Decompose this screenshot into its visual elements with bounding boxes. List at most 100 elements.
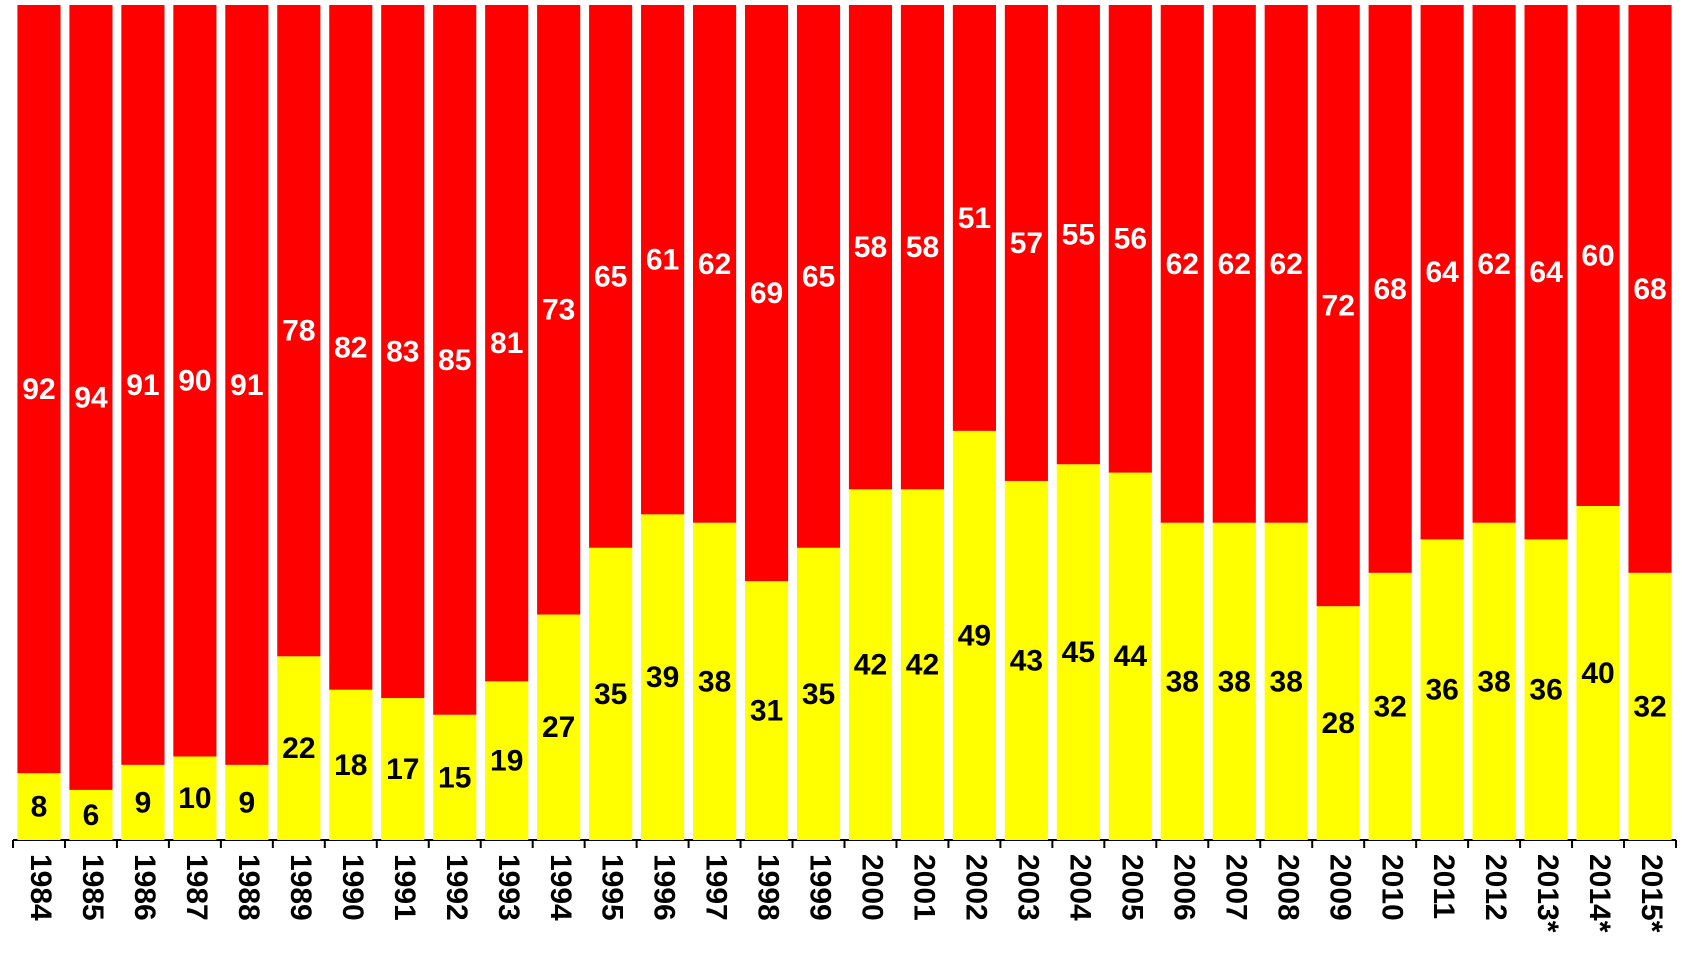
bar-segment xyxy=(693,522,737,840)
x-tick-label: 1992 xyxy=(440,854,473,921)
x-tick-label: 1987 xyxy=(180,854,213,921)
data-label: 45 xyxy=(1062,636,1095,669)
data-label: 36 xyxy=(1425,674,1458,707)
x-tick-label: 1994 xyxy=(544,854,577,921)
bar-segment xyxy=(589,547,633,840)
data-label: 6 xyxy=(83,799,100,832)
data-label: 8 xyxy=(31,791,48,824)
bar-segment xyxy=(173,5,217,757)
bar-segment xyxy=(225,764,269,840)
data-label: 18 xyxy=(334,749,367,782)
data-label: 36 xyxy=(1529,674,1562,707)
x-tick-label: 2001 xyxy=(908,854,941,921)
bar-segment xyxy=(121,5,165,765)
data-label: 73 xyxy=(542,294,575,327)
bar-segment xyxy=(173,756,217,840)
data-label: 65 xyxy=(802,260,835,293)
data-label: 17 xyxy=(386,753,419,786)
data-label: 61 xyxy=(646,244,679,277)
bar-segment xyxy=(900,5,945,490)
x-tick-label: 2012 xyxy=(1479,854,1512,921)
x-tick-label: 1990 xyxy=(336,854,369,921)
data-label: 58 xyxy=(906,231,939,264)
data-label: 9 xyxy=(135,786,152,819)
bar-segment xyxy=(1056,5,1100,465)
data-label: 55 xyxy=(1062,219,1095,252)
data-label: 51 xyxy=(958,202,991,235)
x-tick-label: 1985 xyxy=(76,854,109,921)
data-label: 27 xyxy=(542,711,575,744)
x-tick-label: 1997 xyxy=(700,854,733,921)
bar-segment xyxy=(1420,5,1464,540)
bar-segment xyxy=(329,689,373,840)
bar-segment xyxy=(69,789,113,840)
data-label: 35 xyxy=(594,678,627,711)
bar-segment xyxy=(69,5,113,790)
bar-segment xyxy=(900,489,945,840)
bar-segment xyxy=(1212,522,1256,840)
data-label: 72 xyxy=(1322,290,1355,323)
data-label: 32 xyxy=(1373,690,1406,723)
bar-segment xyxy=(1316,5,1360,607)
bar-segment xyxy=(1004,480,1048,840)
data-label: 44 xyxy=(1114,640,1148,673)
x-tick-label: 1998 xyxy=(752,854,785,921)
bar-segment xyxy=(589,5,633,548)
x-tick-label: 1995 xyxy=(596,854,629,921)
data-label: 43 xyxy=(1010,644,1043,677)
bar-segment xyxy=(1524,539,1568,840)
data-label: 38 xyxy=(1270,665,1303,698)
bar-segment xyxy=(381,698,425,840)
data-label: 42 xyxy=(854,649,887,682)
bar-segment xyxy=(17,5,61,774)
bar-segment xyxy=(381,5,425,699)
x-tick-label: 2006 xyxy=(1167,854,1200,921)
bar-segment xyxy=(848,489,893,840)
x-tick-label: 2007 xyxy=(1219,854,1252,921)
bar-segment xyxy=(329,5,373,690)
data-label: 22 xyxy=(282,732,315,765)
x-tick-label: 2010 xyxy=(1375,854,1408,921)
x-tick-label: 2005 xyxy=(1115,854,1148,921)
data-label: 38 xyxy=(1477,665,1510,698)
bar-segment xyxy=(744,5,789,582)
data-label: 68 xyxy=(1633,273,1666,306)
data-label: 94 xyxy=(74,381,108,414)
bar-segment xyxy=(537,614,581,840)
bar-segment xyxy=(952,430,996,840)
x-tick-label: 1991 xyxy=(388,854,421,921)
x-tick-label: 2008 xyxy=(1271,854,1304,921)
bar-segment xyxy=(1628,572,1672,840)
bar-segment xyxy=(433,5,477,715)
data-label: 62 xyxy=(698,248,731,281)
data-label: 58 xyxy=(854,231,887,264)
data-label: 62 xyxy=(1218,248,1251,281)
bar-segment xyxy=(17,773,61,840)
bar-segment xyxy=(121,764,165,840)
data-label: 81 xyxy=(490,327,523,360)
bar-segment xyxy=(1472,522,1516,840)
bar-segment xyxy=(744,581,789,840)
bar-segment xyxy=(693,5,737,523)
bar-segment xyxy=(1056,464,1100,840)
data-label: 19 xyxy=(490,745,523,778)
bar-segment xyxy=(1420,539,1464,840)
data-label: 83 xyxy=(386,335,419,368)
x-tick-label: 2015* xyxy=(1635,854,1668,933)
data-label: 62 xyxy=(1270,248,1303,281)
data-label: 68 xyxy=(1373,273,1406,306)
bar-segment xyxy=(1576,5,1620,506)
data-label: 90 xyxy=(178,365,211,398)
x-tick-label: 1988 xyxy=(232,854,265,921)
data-label: 78 xyxy=(282,315,315,348)
bar-segment xyxy=(225,5,269,765)
bar-segment xyxy=(1264,5,1308,523)
bar-segment xyxy=(277,5,321,657)
x-tick-label: 1999 xyxy=(804,854,837,921)
bar-segment xyxy=(277,656,321,840)
bar-segment xyxy=(1108,472,1152,840)
x-tick-label: 1984 xyxy=(24,854,57,921)
data-label: 62 xyxy=(1477,248,1510,281)
bar-segment xyxy=(641,5,685,515)
